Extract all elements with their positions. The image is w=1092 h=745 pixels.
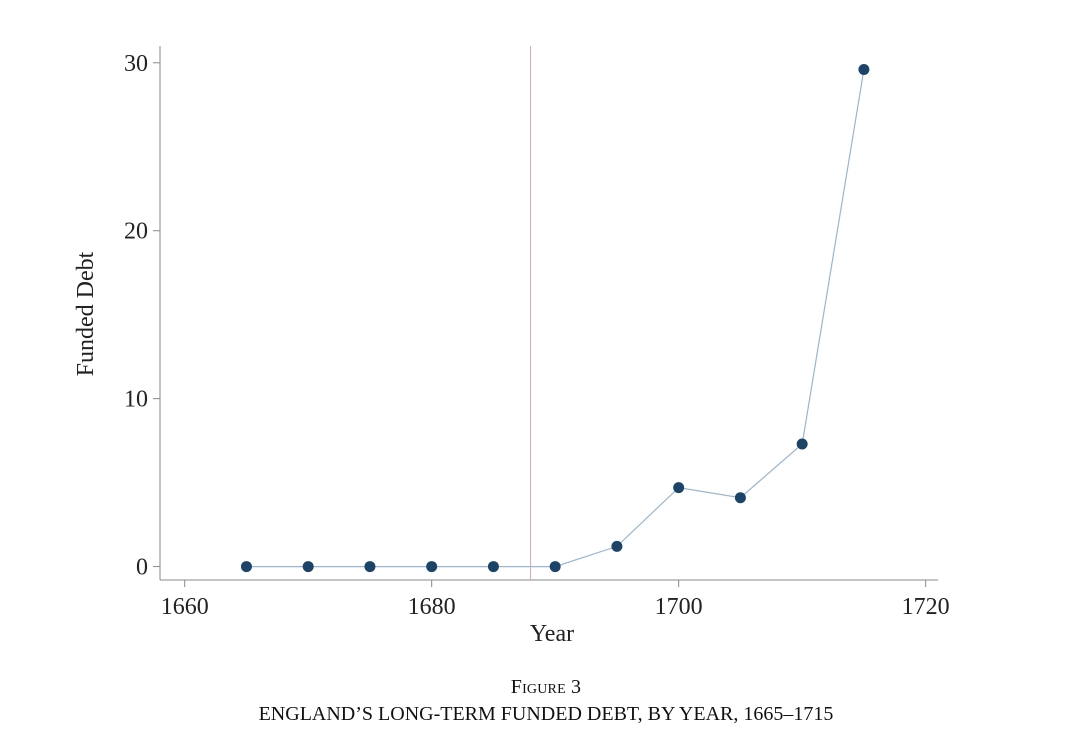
data-point-1710 bbox=[796, 438, 808, 450]
data-point-1700 bbox=[673, 482, 685, 494]
x-tick-label-1700: 1700 bbox=[655, 594, 703, 620]
y-tick-label-0: 0 bbox=[136, 555, 148, 581]
y-tick-label-30: 30 bbox=[124, 51, 148, 77]
data-point-1690 bbox=[549, 561, 561, 573]
y-axis-title: Funded Debt bbox=[73, 251, 99, 376]
x-tick-label-1660: 1660 bbox=[161, 594, 209, 620]
data-point-1670 bbox=[302, 561, 314, 573]
data-point-1695 bbox=[611, 540, 623, 552]
x-tick-label-1720: 1720 bbox=[902, 594, 950, 620]
data-point-1665 bbox=[240, 561, 252, 573]
figure-label: Figure 3 bbox=[510, 676, 582, 698]
series-line bbox=[246, 69, 865, 568]
x-tick-label-1680: 1680 bbox=[408, 594, 456, 620]
figure-title: ENGLAND’S LONG-TERM FUNDED DEBT, BY YEAR… bbox=[258, 703, 834, 725]
y-tick-label-10: 10 bbox=[124, 387, 148, 413]
data-point-1715 bbox=[858, 64, 870, 76]
data-point-1680 bbox=[426, 561, 438, 573]
data-point-1685 bbox=[487, 561, 499, 573]
x-axis-title: Year bbox=[530, 621, 574, 647]
data-point-1675 bbox=[364, 561, 376, 573]
y-tick-label-20: 20 bbox=[124, 219, 148, 245]
plot-area: 0 10 20 30 1660 1680 1700 1720 bbox=[124, 46, 950, 620]
data-point-1705 bbox=[734, 492, 746, 504]
